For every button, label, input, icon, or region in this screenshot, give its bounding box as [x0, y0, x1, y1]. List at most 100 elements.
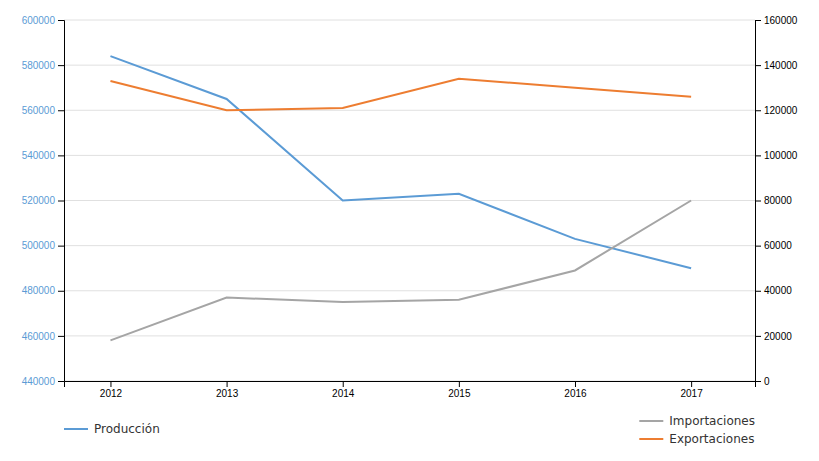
tick-mark — [755, 155, 761, 156]
grid-line — [64, 20, 755, 21]
tick: 100000 — [755, 150, 798, 161]
legend-swatch — [64, 428, 88, 430]
legend-right: Importaciones Exportaciones — [639, 414, 755, 446]
tick: 2014 — [332, 381, 355, 399]
tick: 60000 — [755, 240, 792, 251]
plot: 2012 2013 2014 2015 2016 2017 440000 460000 4800… — [22, 15, 798, 399]
tick: 540000 — [22, 150, 64, 161]
tick-mark — [110, 381, 111, 387]
tick: 2017 — [681, 381, 704, 399]
tick: 480000 — [22, 285, 64, 296]
series-line — [110, 201, 691, 341]
tick: 600000 — [22, 15, 64, 26]
tick-mark — [755, 246, 761, 247]
legend-label: Importaciones — [669, 414, 755, 428]
legend-item: Exportaciones — [639, 432, 754, 446]
grid-line — [64, 245, 755, 246]
tick-label: 2012 — [100, 388, 123, 399]
legend-left: Producción — [64, 422, 160, 436]
tick-mark — [755, 201, 761, 202]
axis-line — [756, 21, 762, 382]
x-axis: 2012 2013 2014 2015 2016 2017 — [65, 381, 756, 399]
tick-mark — [58, 246, 64, 247]
axis-line — [58, 21, 65, 382]
tick: 580000 — [22, 60, 64, 71]
legend-label: Producción — [94, 422, 160, 436]
tick-label: 540000 — [22, 150, 56, 161]
tick-mark — [575, 381, 576, 387]
grid-line — [64, 155, 755, 156]
legend-swatch — [639, 420, 663, 422]
tick-mark — [755, 291, 761, 292]
tick-label: 2014 — [332, 388, 355, 399]
legend-swatch — [639, 438, 663, 440]
tick-label: 600000 — [22, 15, 56, 26]
grid — [64, 20, 755, 381]
tick: 2015 — [448, 381, 471, 399]
tick-mark — [459, 381, 460, 387]
tick-label: 560000 — [22, 105, 56, 116]
tick-label: 580000 — [22, 60, 56, 71]
y2-axis: 0 20000 40000 60000 80000 100000 120000 140000 1… — [755, 15, 798, 387]
tick-label: 2016 — [564, 388, 587, 399]
tick: 500000 — [22, 240, 64, 251]
tick: 460000 — [22, 331, 64, 342]
tick-mark — [58, 201, 64, 202]
tick: 20000 — [755, 331, 792, 342]
axis-line — [65, 382, 756, 388]
tick: 140000 — [755, 60, 798, 71]
tick-label: 160000 — [764, 15, 798, 26]
tick: 2012 — [100, 381, 123, 399]
legend: Producción Importaciones Exportaciones — [64, 414, 755, 446]
tick: 520000 — [22, 195, 64, 206]
tick-mark — [755, 65, 761, 66]
tick-label: 120000 — [764, 105, 798, 116]
tick-mark — [755, 20, 761, 21]
tick-label: 80000 — [764, 195, 792, 206]
tick: 0 — [755, 376, 770, 387]
tick-mark — [755, 110, 761, 111]
legend-item: Importaciones — [639, 414, 755, 428]
tick-mark — [58, 381, 64, 382]
tick-mark — [755, 381, 761, 382]
legend-item: Producción — [64, 422, 160, 436]
tick-label: 140000 — [764, 60, 798, 71]
marks — [110, 56, 691, 340]
tick-label: 40000 — [764, 285, 792, 296]
grid-line — [64, 335, 755, 336]
tick-label: 440000 — [22, 376, 56, 387]
grid-line — [64, 110, 755, 111]
tick-mark — [58, 65, 64, 66]
tick-label: 0 — [764, 376, 770, 387]
tick-label: 100000 — [764, 150, 798, 161]
tick: 440000 — [22, 376, 64, 387]
grid-line — [64, 65, 755, 66]
chart: 2012 2013 2014 2015 2016 2017 440000 460000 4800… — [0, 0, 819, 461]
tick: 80000 — [755, 195, 792, 206]
tick-label: 60000 — [764, 240, 792, 251]
tick: 560000 — [22, 105, 64, 116]
tick-label: 500000 — [22, 240, 56, 251]
tick-mark — [343, 381, 344, 387]
grid-line — [64, 200, 755, 201]
series-line — [110, 56, 691, 268]
tick-mark — [227, 381, 228, 387]
y-axis: 440000 460000 480000 500000 520000 540000 5600… — [22, 15, 65, 387]
tick-label: 2017 — [681, 388, 704, 399]
tick-mark — [691, 381, 692, 387]
tick-mark — [58, 110, 64, 111]
tick-mark — [58, 155, 64, 156]
tick-label: 2015 — [448, 388, 471, 399]
tick-label: 520000 — [22, 195, 56, 206]
grid-line — [64, 290, 755, 291]
tick: 40000 — [755, 285, 792, 296]
tick: 2013 — [216, 381, 239, 399]
tick-mark — [58, 20, 64, 21]
tick-mark — [755, 336, 761, 337]
tick-mark — [58, 291, 64, 292]
tick-label: 460000 — [22, 331, 56, 342]
series-line — [110, 79, 691, 111]
tick-mark — [58, 336, 64, 337]
tick: 2016 — [564, 381, 587, 399]
tick: 160000 — [755, 15, 798, 26]
